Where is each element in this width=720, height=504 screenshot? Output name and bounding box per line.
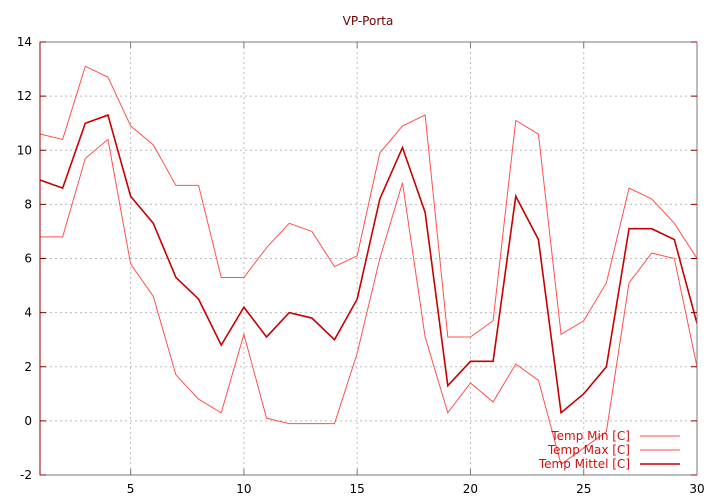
x-tick-label: 15 xyxy=(350,482,365,496)
series-line-0 xyxy=(40,138,698,466)
x-tick-label: 25 xyxy=(576,482,591,496)
series-line-1 xyxy=(39,65,698,338)
x-tick-label: 5 xyxy=(127,482,135,496)
y-tick-label: 6 xyxy=(24,252,32,266)
y-tick-label: 4 xyxy=(24,306,32,320)
legend-label: Temp Mittel [C] xyxy=(538,457,630,471)
chart-title: VP-Porta xyxy=(343,14,394,28)
plot-border xyxy=(39,41,698,476)
y-tick-label: 14 xyxy=(17,35,32,49)
x-tick-label: 20 xyxy=(463,482,478,496)
y-tick-label: -2 xyxy=(20,468,32,482)
x-tick-label: 10 xyxy=(236,482,251,496)
y-tick-label: 10 xyxy=(17,143,32,157)
legend-label: Temp Max [C] xyxy=(547,443,630,457)
series-line-2 xyxy=(39,114,698,415)
series-lines xyxy=(39,65,698,466)
y-tick-label: 0 xyxy=(24,414,32,428)
x-tick-label: 30 xyxy=(689,482,704,496)
y-tick-label: 12 xyxy=(17,89,32,103)
legend: Temp Min [C]Temp Max [C]Temp Mittel [C] xyxy=(538,429,680,471)
axis-ticks: -2 0 2 4 6 8 10 12 14 5 10 15 20 25 30 xyxy=(17,35,705,496)
y-tick-label: 8 xyxy=(24,197,32,211)
legend-label: Temp Min [C] xyxy=(550,429,630,443)
y-tick-label: 2 xyxy=(24,360,32,374)
grid xyxy=(40,42,697,475)
